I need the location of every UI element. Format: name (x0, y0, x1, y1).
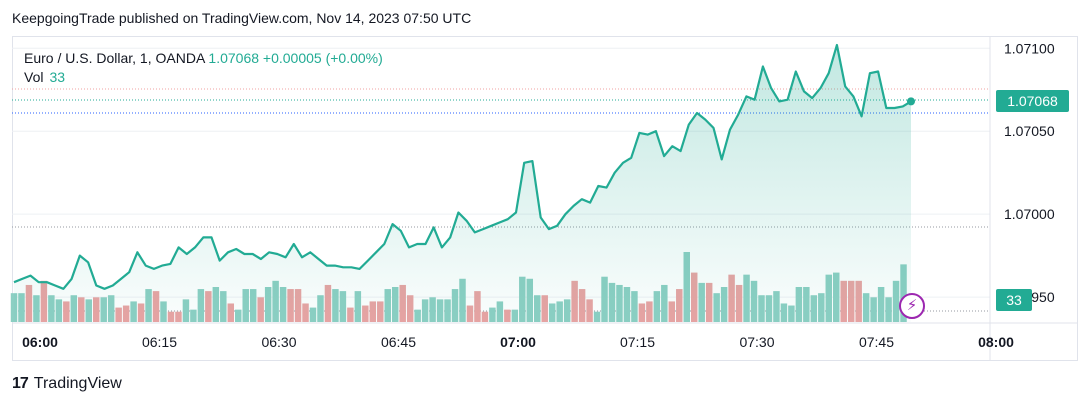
brand-name: TradingView (33, 375, 122, 392)
x-tick-label: 06:00 (22, 334, 58, 350)
price-change: +0.00005 (+0.00%) (262, 50, 383, 66)
y-tick-label: 1.07050 (1004, 123, 1055, 139)
vol-label: Vol (24, 69, 44, 85)
last-price-tag: 1.07068 (996, 90, 1069, 112)
last-price: 1.07068 (208, 50, 260, 66)
x-tick-label: 07:15 (620, 334, 655, 350)
tradingview-logo-icon: 17 (12, 375, 29, 392)
legend: Euro / U.S. Dollar, 1, OANDA 1.07068 +0.… (24, 47, 383, 69)
publish-info: KeepgoingTrade published on TradingView.… (12, 10, 472, 26)
price-area (14, 45, 911, 322)
y-tick-label: 1.07100 (1004, 40, 1055, 56)
area-layer (13, 43, 915, 322)
volume-tag: 33 (996, 289, 1032, 311)
last-point-marker (907, 97, 915, 106)
tradingview-logo[interactable]: 17 TradingView (12, 374, 122, 394)
y-tick-label: 1.07000 (1004, 206, 1055, 222)
x-tick-label: 06:30 (261, 334, 296, 350)
x-tick-label: 07:45 (859, 334, 894, 350)
x-tick-label: 07:30 (739, 334, 774, 350)
x-tick-label: 07:00 (500, 334, 536, 350)
vol-value: 33 (49, 69, 66, 85)
price-line (13, 43, 912, 290)
chart-frame[interactable] (12, 36, 1078, 361)
x-tick-label: 08:00 (978, 334, 1014, 350)
symbol-label: Euro / U.S. Dollar, 1, OANDA (24, 50, 205, 66)
x-tick-label: 06:45 (381, 334, 416, 350)
x-tick-label: 06:15 (142, 334, 177, 350)
lightning-icon[interactable]: ⚡ (899, 293, 925, 319)
volume-legend: Vol 33 (24, 69, 65, 85)
